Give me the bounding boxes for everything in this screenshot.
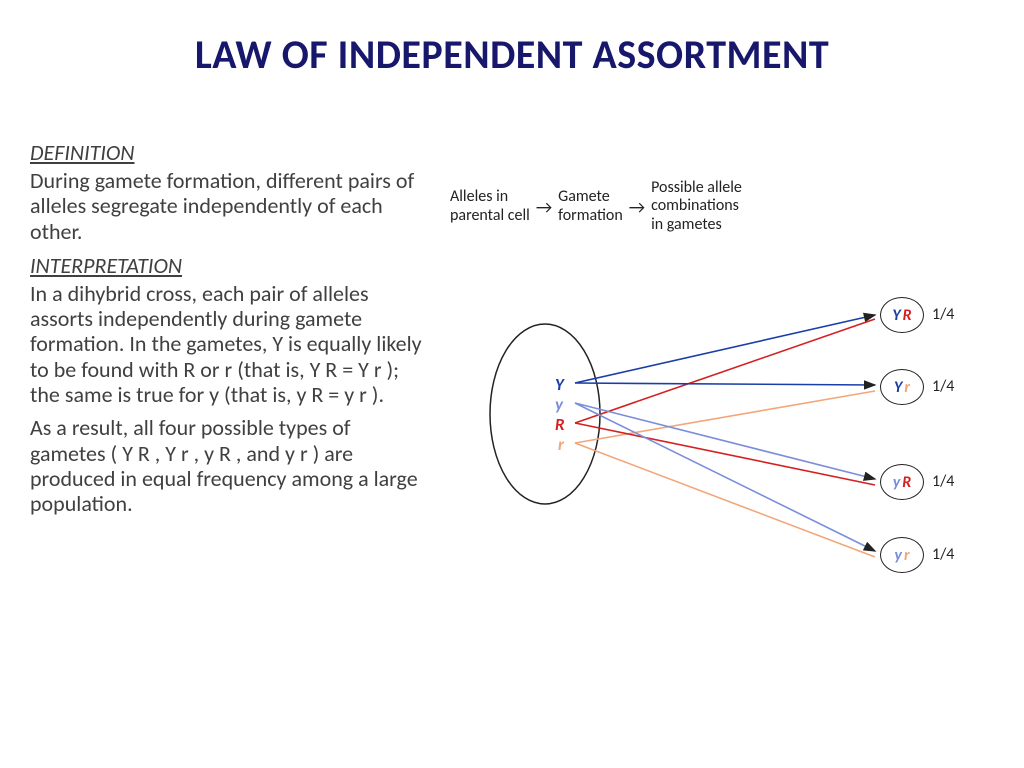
gamete-fraction-4: 1/4	[932, 545, 954, 564]
definition-heading: DEFINITION	[30, 139, 430, 166]
gamete-4: yr	[880, 537, 924, 573]
gamete-fraction-1: 1/4	[932, 305, 954, 324]
assortment-diagram: YyRr YR1/4Yr1/4yR1/4yr1/4	[460, 269, 980, 609]
gamete-3: yR	[880, 464, 924, 500]
text-column: DEFINITION During gamete formation, diff…	[20, 139, 430, 639]
flow-step-2b: formation	[558, 207, 623, 225]
flow-step-3c: in gametes	[651, 216, 742, 234]
arrow-icon: →	[536, 196, 552, 218]
parent-allele-y: y	[555, 394, 563, 415]
parent-allele-Y: Y	[555, 374, 564, 395]
content-row: DEFINITION During gamete formation, diff…	[0, 139, 1024, 639]
interpretation-heading: INTERPRETATION	[30, 252, 430, 279]
parent-allele-R: R	[555, 414, 565, 435]
flow-step-1: Alleles in parental cell	[450, 188, 530, 225]
parent-allele-r: r	[558, 434, 564, 455]
interpretation-text-2: As a result, all four possible types of …	[30, 415, 430, 516]
interpretation-text-1: In a dihybrid cross, each pair of allele…	[30, 281, 430, 407]
flow-step-2: Gamete formation	[558, 188, 623, 225]
gamete-2: Yr	[880, 369, 924, 405]
flow-step-3b: combinations	[651, 197, 742, 215]
flow-labels: Alleles in parental cell → Gamete format…	[450, 179, 742, 234]
flow-step-3a: Possible allele	[651, 179, 742, 197]
gamete-fraction-2: 1/4	[932, 377, 954, 396]
gamete-fraction-3: 1/4	[932, 472, 954, 491]
flow-step-1b: parental cell	[450, 207, 530, 225]
arrow-icon: →	[629, 196, 645, 218]
diagram-column: Alleles in parental cell → Gamete format…	[430, 139, 990, 639]
gamete-1: YR	[880, 297, 924, 333]
flow-step-1a: Alleles in	[450, 188, 530, 206]
flow-step-2a: Gamete	[558, 188, 623, 206]
page-title: LAW OF INDEPENDENT ASSORTMENT	[0, 0, 1024, 79]
definition-text: During gamete formation, different pairs…	[30, 168, 430, 244]
flow-step-3: Possible allele combinations in gametes	[651, 179, 742, 234]
